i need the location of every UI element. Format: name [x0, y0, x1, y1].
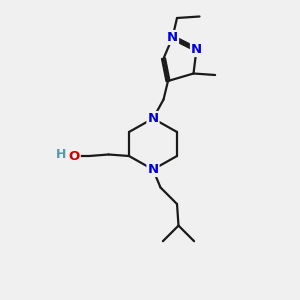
Text: N: N [147, 163, 159, 176]
Text: N: N [147, 112, 159, 125]
Text: N: N [167, 31, 178, 44]
Text: N: N [191, 43, 202, 56]
Text: H: H [56, 148, 67, 161]
Text: O: O [68, 149, 80, 163]
